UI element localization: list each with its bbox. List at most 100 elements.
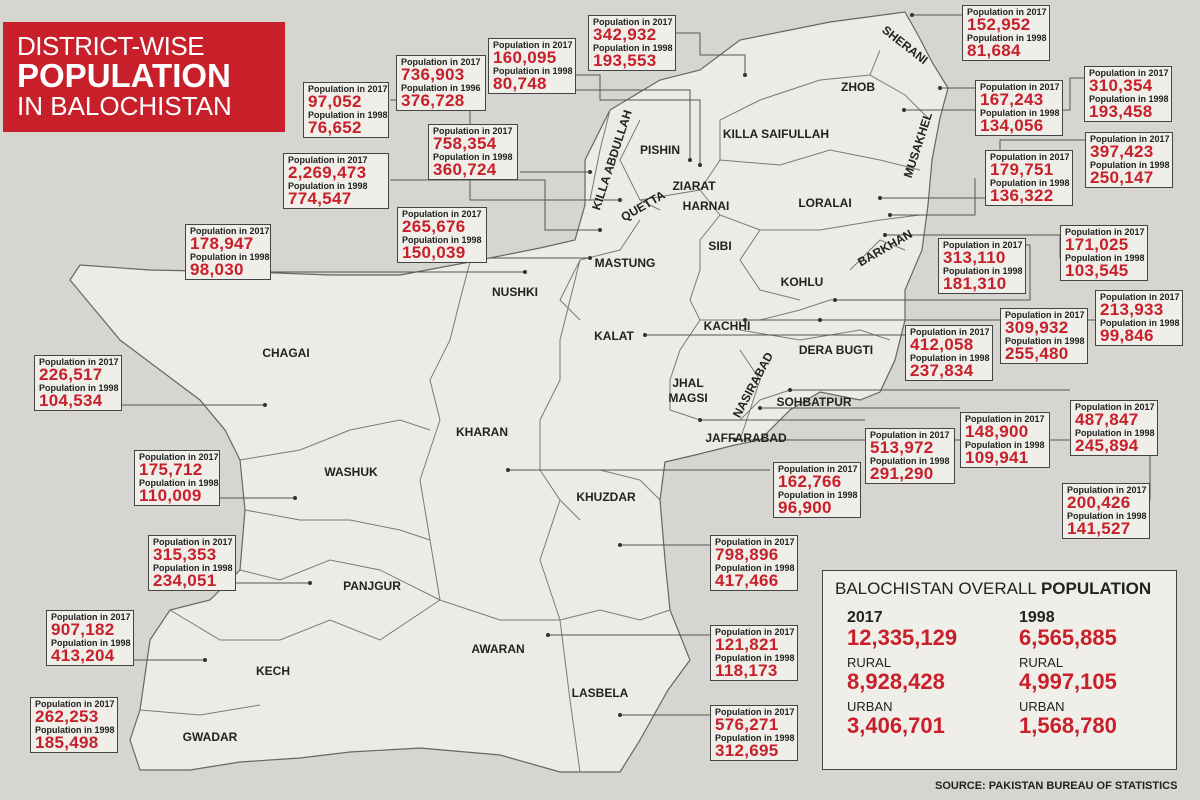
pop-value-1998: 80,748: [493, 74, 547, 93]
pop-box-mastung: Population in 2017 265,676 Population in…: [397, 207, 487, 263]
pop-value-1998: 312,695: [715, 741, 779, 760]
summary-heading-light: BALOCHISTAN OVERALL: [835, 579, 1041, 598]
pop-value-1998: 150,039: [402, 243, 466, 262]
pop-value-1998: 96,900: [778, 498, 832, 517]
pop-box-sibi: Population in 2017 171,025 Population in…: [1060, 225, 1148, 281]
pop-value-2017: 148,900: [965, 422, 1029, 441]
summary-rural-label: RURAL: [1019, 655, 1064, 670]
district-label-sohbatpur: SOHBATPUR: [776, 395, 852, 409]
pop-label-2017: Population in 2017: [401, 57, 481, 67]
pop-value-1998: 774,547: [288, 189, 352, 208]
pop-value-2017: 315,353: [153, 545, 217, 564]
province-outline: [69, 11, 949, 773]
pop-value-2017: 758,354: [433, 134, 497, 153]
pop-label-2017: Population in 2017: [190, 226, 270, 236]
pop-box-dera-bugti: Population in 2017 309,932 Population in…: [1000, 308, 1088, 364]
summary-year-1998: 1998: [1019, 609, 1055, 626]
pop-value-2017: 226,517: [39, 365, 103, 384]
pop-value-2017: 213,933: [1100, 300, 1164, 319]
pop-value-2017: 97,052: [308, 92, 362, 111]
pop-label-2017: Population in 2017: [1065, 227, 1145, 237]
pop-box-jaffarabad: Population in 2017 200,426 Population in…: [1062, 483, 1150, 539]
pop-value-1998: 376,728: [401, 91, 465, 110]
pop-label-2017: Population in 2017: [288, 155, 368, 165]
summary-year-2017: 2017: [847, 609, 883, 626]
pop-label-1998: Population in 1998: [967, 33, 1047, 43]
pop-box-sohbatpur: Population in 2017 148,900 Population in…: [960, 412, 1050, 468]
pop-label-1998: Population in 1998: [35, 725, 115, 735]
district-label-jhal: JHAL: [672, 376, 704, 390]
pop-label-1998: Population in 1998: [1065, 253, 1145, 263]
district-label-kalat: KALAT: [594, 329, 634, 343]
pop-label-1998: Population in 1998: [870, 456, 950, 466]
district-label-awaran: AWARAN: [471, 642, 525, 656]
pop-label-1998: Population in 1998: [593, 43, 673, 53]
pop-box-kachhi: Population in 2017 213,933 Population in…: [1095, 290, 1183, 346]
district-label-lasbela: LASBELA: [571, 686, 629, 700]
pop-label-2017: Population in 2017: [965, 414, 1045, 424]
pop-label-2017: Population in 2017: [715, 707, 795, 717]
pop-label-1998: Population in 1998: [1100, 318, 1180, 328]
district-label-ziarat: ZIARAT: [672, 179, 716, 193]
pop-value-1998: 250,147: [1090, 168, 1154, 187]
pop-label-1998: Population in 1998: [1067, 511, 1147, 521]
pop-value-1998: 360,724: [433, 160, 497, 179]
pop-label-2017: Population in 2017: [153, 537, 233, 547]
title-block: DISTRICT-WISE POPULATION IN BALOCHISTAN: [3, 22, 285, 132]
pop-label-1998: Population in 1998: [51, 638, 131, 648]
pop-value-2017: 160,095: [493, 48, 557, 67]
district-label-magsi: MAGSI: [668, 391, 708, 405]
pop-value-1998: 193,458: [1089, 102, 1153, 121]
pop-label-2017: Population in 2017: [715, 627, 795, 637]
pop-box-nushki: Population in 2017 178,947 Population in…: [185, 224, 271, 280]
pop-value-2017: 2,269,473: [288, 163, 367, 182]
pop-box-musakhel: Population in 2017 167,243 Population in…: [975, 80, 1063, 136]
pop-label-2017: Population in 2017: [493, 40, 573, 50]
pop-label-1996: Population in 1996: [401, 83, 481, 93]
summary-urban-label: URBAN: [847, 699, 893, 714]
pop-box-nasirabad: Population in 2017 487,847 Population in…: [1070, 400, 1158, 456]
pop-value-2017: 162,766: [778, 472, 842, 491]
pop-box-panjgur: Population in 2017 315,353 Population in…: [148, 535, 236, 591]
pop-label-1998: Population in 1998: [153, 563, 233, 573]
pop-value-1998: 103,545: [1065, 261, 1129, 280]
pop-value-1998: 291,290: [870, 464, 934, 483]
pop-label-2017: Population in 2017: [943, 240, 1023, 250]
district-label-zhob: ZHOB: [841, 80, 875, 94]
pop-box-ziarat: Population in 2017 160,095 Population in…: [488, 38, 576, 94]
pop-label-2017: Population in 2017: [308, 84, 388, 94]
pop-value-1998: 185,498: [35, 733, 99, 752]
pop-value-2017: 576,271: [715, 715, 779, 734]
pop-value-2017: 397,423: [1090, 142, 1154, 161]
pop-value-1998: 98,030: [190, 260, 244, 279]
pop-label-1998: Population in 1998: [990, 178, 1070, 188]
pop-value-1998: 134,056: [980, 116, 1044, 135]
pop-value-2017: 175,712: [139, 460, 203, 479]
source-credit: SOURCE: PAKISTAN BUREAU OF STATISTICS: [935, 780, 1178, 792]
summary-heading: BALOCHISTAN OVERALL POPULATION: [835, 579, 1164, 599]
pop-value-1998: 417,466: [715, 571, 779, 590]
pop-label-1998: Population in 1998: [1090, 160, 1170, 170]
pop-value-2017: 310,354: [1089, 76, 1153, 95]
pop-label-1998: Population in 1998: [1075, 428, 1155, 438]
pop-box-barkhan: Population in 2017 179,751 Population in…: [985, 150, 1073, 206]
pop-value-2017: 309,932: [1005, 318, 1069, 337]
pop-value-2017: 178,947: [190, 234, 254, 253]
pop-label-2017: Population in 2017: [402, 209, 482, 219]
district-label-gwadar: GWADAR: [182, 730, 238, 744]
pop-value-2017: 179,751: [990, 160, 1054, 179]
title-line-2: POPULATION: [17, 57, 231, 94]
summary-total-1998: 6,565,885: [1019, 625, 1117, 650]
pop-value-2017: 200,426: [1067, 493, 1131, 512]
pop-box-jhal-magsi: Population in 2017 513,972 Population in…: [865, 428, 955, 484]
pop-value-1998: 193,553: [593, 51, 657, 70]
overall-population-panel: BALOCHISTAN OVERALL POPULATION 2017 12,3…: [822, 570, 1177, 770]
pop-box-sherani: Population in 2017 152,952 Population in…: [962, 5, 1050, 61]
pop-value-1998: 81,684: [967, 41, 1021, 60]
district-boundaries: [139, 49, 931, 773]
pop-label-2017: Population in 2017: [1100, 292, 1180, 302]
pop-label-1998: Population in 1998: [910, 353, 990, 363]
pop-value-2017: 121,821: [715, 635, 779, 654]
title-line-1: DISTRICT-WISE: [17, 31, 205, 61]
